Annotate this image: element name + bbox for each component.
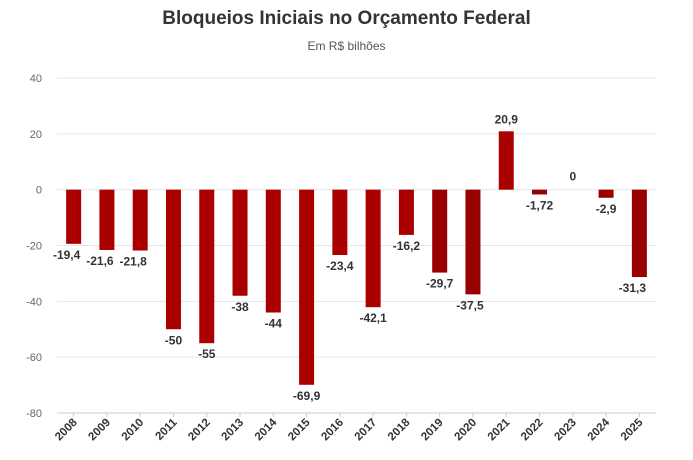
x-tick-label: 2018 [386, 416, 413, 443]
data-label: -21,8 [120, 255, 148, 269]
bar-2020 [465, 189, 481, 295]
data-label: -23,4 [326, 259, 354, 273]
x-tick-label: 2017 [353, 417, 380, 444]
chart-subtitle: Em R$ bilhões [307, 39, 386, 53]
data-label: -21,6 [86, 254, 114, 268]
data-label: -50 [165, 333, 183, 347]
data-label: -38 [231, 300, 249, 314]
x-tick-label: 2008 [53, 416, 80, 443]
bar-2024 [598, 189, 614, 198]
data-label: 0 [569, 170, 576, 184]
y-tick-label: -40 [26, 296, 42, 308]
x-tick-label: 2021 [486, 416, 513, 443]
y-tick-label: 0 [36, 185, 42, 197]
bar-2015 [299, 189, 315, 385]
x-tick-label: 2025 [619, 416, 646, 443]
bar-2021 [498, 131, 514, 190]
data-label: -2,9 [596, 202, 617, 216]
bars [66, 131, 647, 385]
x-tick-label: 2020 [453, 417, 480, 444]
x-tick-label: 2024 [586, 416, 613, 443]
bar-2011 [165, 189, 181, 330]
bar-2019 [432, 189, 448, 273]
bar-2014 [265, 189, 281, 313]
data-label: -19,4 [53, 248, 81, 262]
x-tick-label: 2015 [286, 416, 313, 443]
data-label: -31,3 [619, 281, 647, 295]
data-label: -37,5 [456, 298, 484, 312]
bar-2017 [365, 189, 381, 308]
x-tick-label: 2023 [552, 417, 579, 444]
bar-2022 [532, 189, 548, 195]
bar-2008 [66, 189, 82, 244]
data-labels: -19,4 -21,6 -21,8 -50 -55 -38 -44 -69,9 -23,4 -42… [53, 112, 646, 402]
bar-2013 [232, 189, 248, 296]
x-tick-label: 2010 [120, 417, 147, 444]
data-label: -16,2 [393, 239, 421, 253]
x-tick-label: 2011 [153, 416, 180, 443]
data-label: -55 [198, 347, 216, 361]
y-tick-label: 20 [30, 129, 42, 141]
data-label: 20,9 [495, 112, 519, 126]
bar-2016 [332, 189, 348, 255]
bar-2012 [199, 189, 215, 344]
x-axis-ticks: 2008 2009 2010 2011 2012 2013 2014 2015 2016 2017… [53, 413, 646, 443]
y-tick-label: -20 [26, 241, 42, 253]
data-label: -42,1 [359, 311, 387, 325]
bar-2009 [99, 189, 115, 250]
x-tick-label: 2022 [519, 417, 546, 444]
x-tick-label: 2019 [419, 417, 446, 444]
y-tick-label: -60 [26, 352, 42, 364]
y-tick-label: -80 [26, 408, 42, 420]
x-tick-label: 2009 [86, 417, 113, 444]
y-axis-ticks: 40 20 0 -20 -40 -60 -80 [26, 73, 42, 420]
bar-2025 [631, 189, 647, 278]
bar-2018 [398, 189, 414, 235]
grid-lines [57, 77, 656, 414]
data-label: -29,7 [426, 277, 454, 291]
x-tick-label: 2013 [220, 417, 247, 444]
x-tick-label: 2012 [186, 417, 213, 444]
data-label: -69,9 [293, 389, 321, 403]
data-label: -1,72 [526, 198, 554, 212]
data-label: -44 [265, 317, 283, 331]
y-tick-label: 40 [30, 73, 42, 85]
x-tick-label: 2014 [253, 416, 280, 443]
chart-title: Bloqueios Iniciais no Orçamento Federal [162, 8, 531, 29]
x-tick-label: 2016 [319, 417, 346, 444]
bar-2010 [132, 189, 148, 251]
